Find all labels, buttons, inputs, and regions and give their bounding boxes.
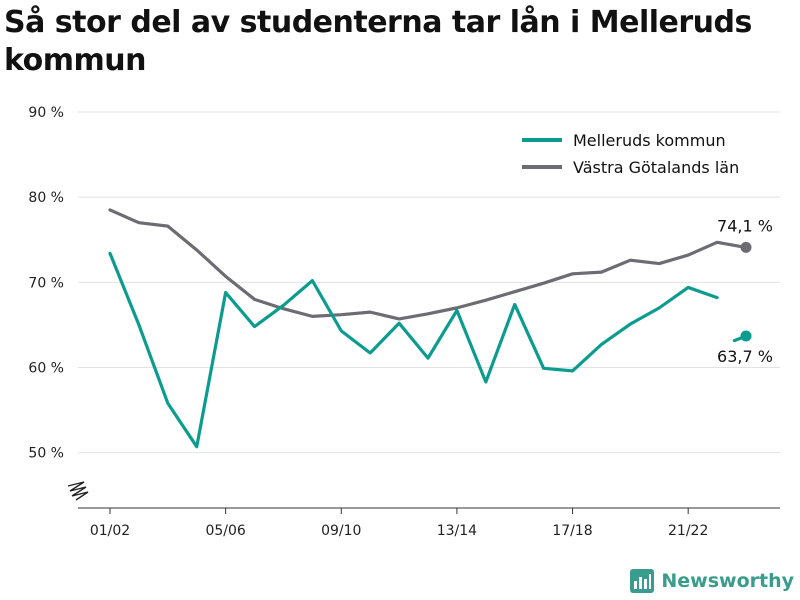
end-value-label: 74,1 %	[717, 216, 773, 235]
end-point-marker	[740, 330, 752, 342]
x-axis: 01/02 05/06 09/10 13/14 17/18 21/22	[67, 481, 780, 539]
legend-label: Melleruds kommun	[573, 131, 726, 150]
series-line	[108, 251, 719, 449]
brand-name: Newsworthy	[661, 570, 794, 592]
y-tick-label: 50 %	[28, 446, 64, 462]
axis-break-icon	[67, 481, 89, 501]
newsworthy-logo-icon	[630, 569, 655, 593]
series-lines: 63,7 % 74,1 %	[108, 208, 773, 449]
y-tick-label: 90 %	[28, 105, 64, 121]
x-tick-label: 17/18	[552, 523, 592, 539]
end-point-marker	[740, 241, 752, 253]
y-tick-label: 70 %	[28, 275, 64, 291]
y-tick-label: 60 %	[28, 360, 64, 376]
y-tick-label: 80 %	[28, 190, 64, 206]
legend: Melleruds kommun Västra Götalands län	[522, 131, 739, 177]
x-tick-label: 01/02	[90, 523, 130, 539]
x-tick-label: 13/14	[437, 523, 477, 539]
x-tick-label: 09/10	[321, 523, 361, 539]
legend-label: Västra Götalands län	[573, 158, 739, 177]
end-value-label: 63,7 %	[717, 347, 773, 366]
brand: Newsworthy	[629, 568, 794, 594]
x-tick-label: 21/22	[668, 523, 708, 539]
series-line	[108, 208, 748, 321]
x-tick-label: 05/06	[205, 523, 245, 539]
y-axis-ticks: 50 % 60 % 70 % 80 % 90 %	[28, 105, 64, 462]
gridlines	[78, 111, 780, 454]
chart-title: Så stor del av studenterna tar lån i Mel…	[4, 5, 752, 78]
